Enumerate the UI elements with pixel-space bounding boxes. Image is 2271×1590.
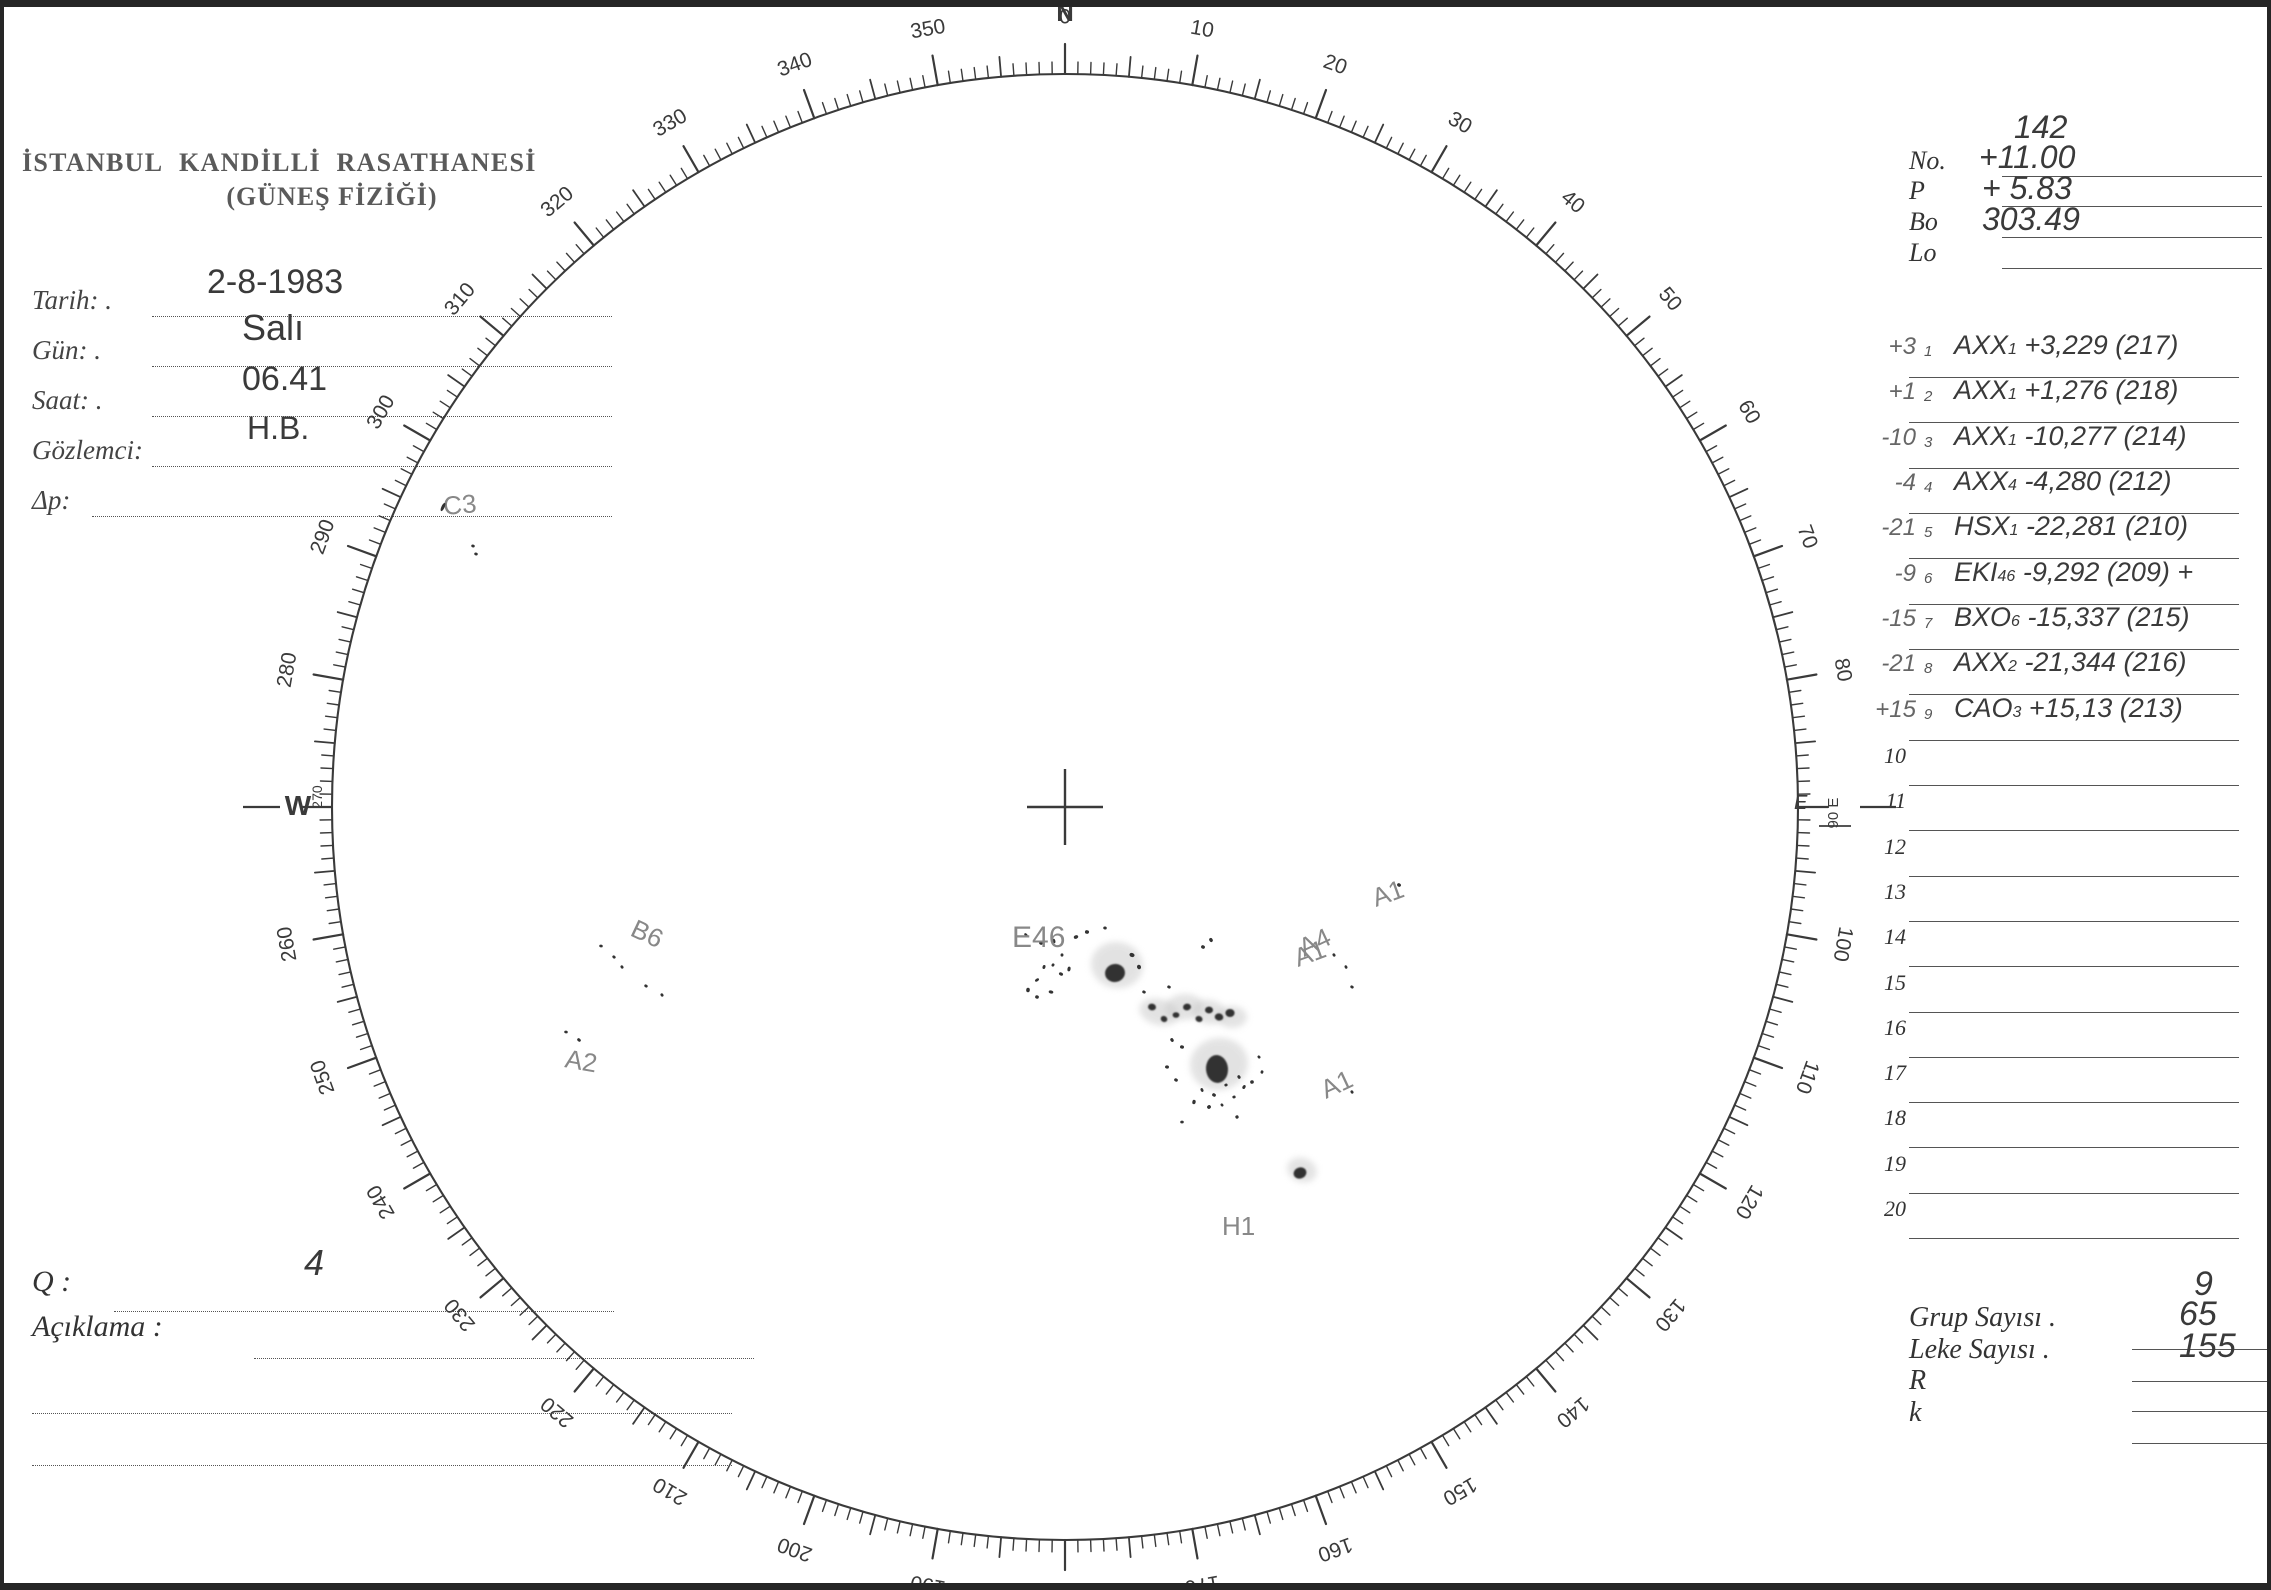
svg-text:H1: H1	[1222, 1211, 1255, 1241]
svg-text:340: 340	[774, 48, 815, 82]
svg-text:130: 130	[1650, 1294, 1690, 1336]
svg-text:220: 220	[536, 1392, 578, 1432]
svg-text:350: 350	[909, 15, 948, 44]
svg-text:320: 320	[536, 182, 578, 222]
svg-text:230: 230	[440, 1294, 480, 1336]
svg-text:W: W	[285, 790, 312, 821]
svg-text:180: 180	[1047, 1585, 1082, 1590]
svg-text:10: 10	[1189, 16, 1216, 43]
svg-text:B6: B6	[626, 913, 668, 954]
svg-text:280: 280	[273, 651, 302, 690]
svg-text:190: 190	[909, 1571, 948, 1590]
svg-text:70: 70	[1792, 522, 1822, 552]
svg-text:290: 290	[306, 516, 340, 557]
svg-text:240: 240	[362, 1181, 399, 1223]
svg-text:260: 260	[273, 925, 302, 964]
svg-text:310: 310	[440, 278, 480, 320]
svg-text:40: 40	[1556, 186, 1589, 219]
svg-text:140: 140	[1552, 1392, 1594, 1432]
svg-text:A2: A2	[563, 1043, 600, 1078]
svg-text:E46: E46	[1012, 921, 1065, 954]
svg-text:90 E: 90 E	[1825, 798, 1842, 829]
svg-text:100: 100	[1829, 925, 1858, 964]
svg-text:170: 170	[1183, 1571, 1222, 1590]
svg-text:160: 160	[1315, 1532, 1356, 1566]
svg-text:330: 330	[649, 104, 691, 141]
svg-text:200: 200	[774, 1532, 815, 1566]
svg-text:50: 50	[1654, 283, 1687, 316]
svg-text:C3: C3	[442, 488, 478, 521]
svg-text:30: 30	[1444, 107, 1476, 139]
svg-text:A1: A1	[1368, 874, 1408, 913]
svg-text:210: 210	[649, 1472, 691, 1509]
svg-text:250: 250	[306, 1057, 340, 1098]
svg-text:300: 300	[362, 391, 399, 433]
svg-text:110: 110	[1791, 1058, 1824, 1097]
svg-text:270: 270	[309, 785, 325, 809]
svg-text:20: 20	[1320, 50, 1350, 80]
svg-text:A1: A1	[1316, 1064, 1358, 1105]
svg-text:N: N	[1056, 7, 1073, 27]
svg-text:120: 120	[1730, 1181, 1767, 1223]
svg-text:80: 80	[1830, 656, 1857, 683]
svg-text:150: 150	[1439, 1472, 1481, 1509]
svg-text:60: 60	[1733, 396, 1765, 428]
